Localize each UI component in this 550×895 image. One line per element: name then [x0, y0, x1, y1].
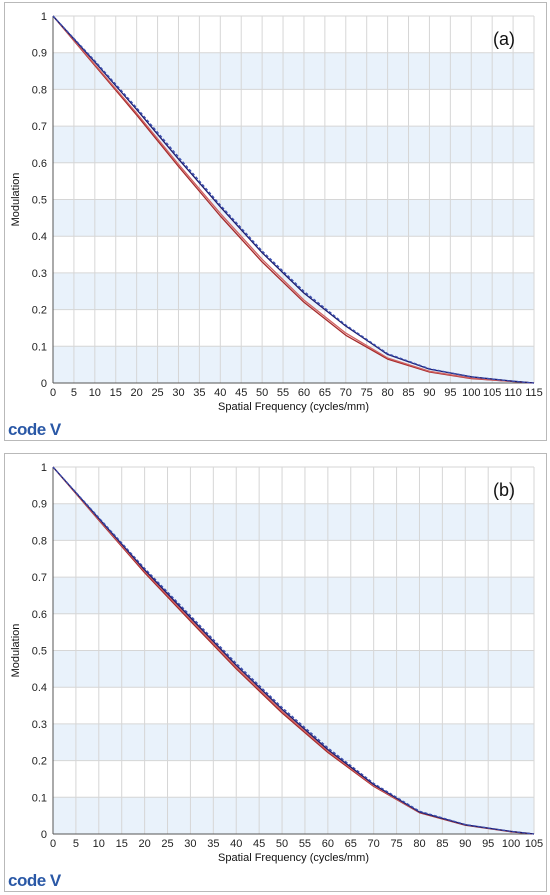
y-tick-label: 0.8 — [32, 535, 47, 547]
plot-band — [53, 577, 534, 614]
x-tick-label: 100 — [462, 387, 480, 399]
x-tick-label: 25 — [161, 838, 173, 850]
series-line — [52, 466, 535, 835]
x-tick-label: 40 — [214, 387, 226, 399]
x-tick-label: 10 — [93, 838, 105, 850]
codev-logo: code V — [8, 871, 62, 890]
y-tick-label: 0 — [41, 829, 47, 841]
y-axis-label: Modulation — [10, 173, 22, 227]
panel-label-b: (b) — [493, 480, 515, 500]
x-tick-label: 85 — [436, 838, 448, 850]
series-line — [52, 15, 535, 384]
x-tick-label: 75 — [390, 838, 402, 850]
y-tick-label: 0.2 — [32, 305, 47, 317]
plot-band — [53, 346, 534, 383]
x-tick-label: 45 — [235, 387, 247, 399]
x-tick-label: 85 — [402, 387, 414, 399]
x-tick-label: 30 — [172, 387, 184, 399]
panel-label-a: (a) — [493, 29, 515, 49]
x-tick-label: 75 — [361, 387, 373, 399]
y-tick-label: 1 — [41, 462, 47, 474]
x-tick-label: 55 — [277, 387, 289, 399]
plot-band — [53, 723, 534, 761]
x-tick-label: 50 — [276, 838, 288, 850]
x-tick-label: 45 — [253, 838, 265, 850]
x-tick-label: 70 — [368, 838, 380, 850]
x-tick-label: 55 — [299, 838, 311, 850]
y-tick-label: 0.3 — [32, 268, 47, 280]
x-tick-label: 35 — [193, 387, 205, 399]
y-tick-label: 0.1 — [32, 792, 47, 804]
y-tick-label: 0 — [41, 378, 47, 390]
plot-band — [53, 797, 534, 834]
x-tick-label: 25 — [151, 387, 163, 399]
plot-band — [53, 199, 534, 237]
y-tick-label: 0.5 — [32, 195, 47, 207]
y-tick-label: 0.2 — [32, 756, 47, 768]
y-tick-label: 0.6 — [32, 158, 47, 170]
x-tick-label: 60 — [322, 838, 334, 850]
x-tick-label: 5 — [73, 838, 79, 850]
x-tick-label: 10 — [89, 387, 101, 399]
x-axis-label: Spatial Frequency (cycles/mm) — [218, 852, 369, 864]
series-line — [52, 15, 535, 384]
series-line — [52, 15, 535, 384]
x-tick-label: 60 — [298, 387, 310, 399]
y-tick-label: 0.7 — [32, 121, 47, 133]
x-tick-label: 90 — [459, 838, 471, 850]
y-tick-label: 0.4 — [32, 231, 47, 243]
x-tick-label: 110 — [504, 387, 522, 399]
x-tick-label: 90 — [423, 387, 435, 399]
y-axis-label: Modulation — [10, 624, 22, 678]
plot-band — [53, 650, 534, 688]
chart-panel-a: 0 5 10 15 20 25 30 35 40 45 50 55 60 65 70 75 80 85 90 95 10… — [4, 2, 547, 441]
plot-band — [53, 126, 534, 163]
x-tick-label: 20 — [138, 838, 150, 850]
x-tick-label: 0 — [50, 838, 56, 850]
x-axis-label: Spatial Frequency (cycles/mm) — [218, 401, 369, 413]
codev-logo: code V — [8, 420, 62, 439]
plot-band — [53, 272, 534, 310]
x-tick-label: 15 — [110, 387, 122, 399]
x-tick-label: 20 — [131, 387, 143, 399]
x-tick-label: 105 — [483, 387, 501, 399]
plot-band — [53, 52, 534, 90]
x-tick-label: 65 — [345, 838, 357, 850]
y-tick-label: 0.9 — [32, 499, 47, 511]
x-tick-label: 0 — [50, 387, 56, 399]
x-tick-label: 95 — [482, 838, 494, 850]
y-tick-label: 1 — [41, 11, 47, 23]
y-tick-label: 0.3 — [32, 719, 47, 731]
mtf-chart-a: 0 5 10 15 20 25 30 35 40 45 50 55 60 65 70 75 80 85 90 95 10… — [8, 11, 543, 439]
x-tick-label: 80 — [413, 838, 425, 850]
x-tick-label: 15 — [116, 838, 128, 850]
x-tick-label: 35 — [207, 838, 219, 850]
y-tick-label: 0.1 — [32, 341, 47, 353]
x-tick-label: 5 — [71, 387, 77, 399]
y-tick-label: 0.9 — [32, 48, 47, 60]
x-tick-label: 105 — [525, 838, 543, 850]
mtf-chart-b: 0 5 10 15 20 25 30 35 40 45 50 55 60 65 70 75 80 85 90 95 10… — [8, 462, 543, 890]
y-tick-label: 0.6 — [32, 609, 47, 621]
x-tick-label: 80 — [381, 387, 393, 399]
y-tick-label: 0.8 — [32, 84, 47, 96]
x-tick-label: 40 — [230, 838, 242, 850]
x-tick-label: 95 — [444, 387, 456, 399]
chart-panel-b: 0 5 10 15 20 25 30 35 40 45 50 55 60 65 70 75 80 85 90 95 10… — [4, 453, 547, 892]
x-tick-label: 30 — [184, 838, 196, 850]
x-tick-label: 65 — [319, 387, 331, 399]
y-tick-label: 0.7 — [32, 572, 47, 584]
y-tick-label: 0.5 — [32, 646, 47, 658]
x-tick-label: 70 — [340, 387, 352, 399]
x-tick-label: 115 — [525, 387, 543, 399]
x-tick-label: 50 — [256, 387, 268, 399]
y-tick-label: 0.4 — [32, 682, 47, 694]
plot-band — [53, 503, 534, 541]
x-tick-label: 100 — [502, 838, 520, 850]
